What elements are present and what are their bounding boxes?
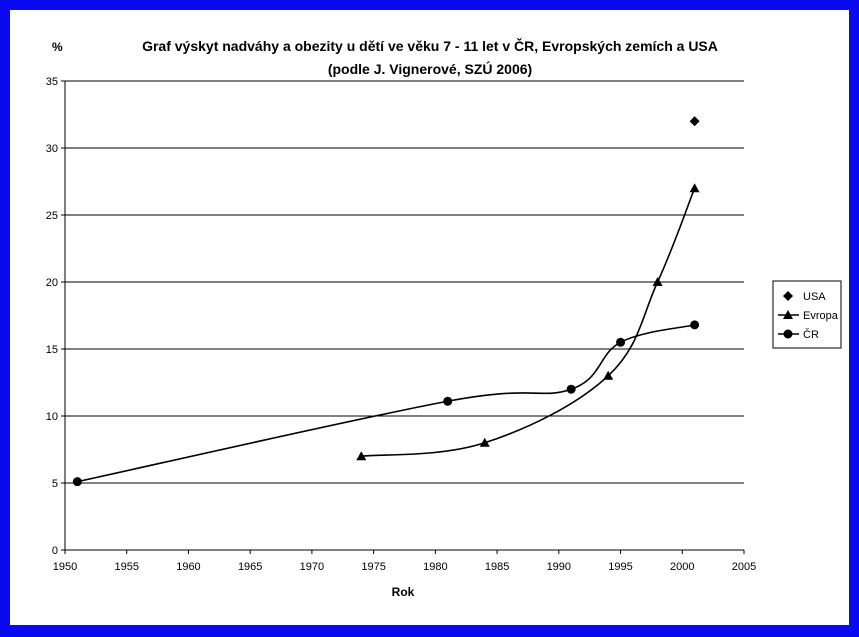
y-tick-label: 30 — [46, 143, 58, 155]
legend-marker-usa — [783, 291, 793, 301]
chart-title: Graf výskyt nadváhy a obezity u dětí ve … — [142, 37, 718, 54]
x-tick-label: 2000 — [670, 561, 694, 573]
y-axis-label: % — [52, 40, 63, 54]
legend-marker--r — [783, 329, 793, 339]
line-chart: % Graf výskyt nadváhy a obezity u dětí v… — [46, 37, 842, 599]
y-tick-label: 20 — [46, 277, 58, 289]
y-tick-labels: 0 5 10 15 20 25 30 35 — [46, 76, 58, 557]
data-point-evropa — [603, 370, 614, 380]
x-tick-label: 1965 — [238, 561, 262, 573]
data-point-evropa — [689, 183, 700, 193]
axes — [61, 80, 745, 554]
y-tick-label: 5 — [52, 478, 58, 490]
y-tick-label: 10 — [46, 411, 58, 423]
gridlines — [65, 80, 744, 484]
data-point--r — [616, 337, 626, 347]
data-point-usa — [689, 116, 700, 127]
data-point-evropa — [479, 437, 490, 447]
x-tick-label: 1975 — [361, 561, 385, 573]
x-tick-label: 1950 — [53, 561, 77, 573]
x-axis-label: Rok — [392, 585, 415, 599]
x-tick-labels: 1950 1955 1960 1965 1970 1975 1980 1985 1990 1995… — [53, 561, 756, 573]
x-tick-label: 1960 — [176, 561, 200, 573]
data-point--r — [566, 384, 576, 394]
chart-subtitle: (podle J. Vignerové, SZÚ 2006) — [328, 60, 532, 77]
data-point--r — [690, 320, 700, 330]
legend: USA Evropa ČR — [772, 280, 842, 349]
x-tick-label: 1970 — [300, 561, 324, 573]
data-point-evropa — [652, 277, 663, 286]
series — [72, 116, 700, 487]
legend-label-evropa: Evropa — [803, 310, 839, 322]
x-tick-label: 1995 — [608, 561, 632, 573]
x-tick-label: 1990 — [547, 561, 571, 573]
x-tick-label: 1955 — [114, 561, 138, 573]
x-tick-label: 2005 — [732, 561, 756, 573]
y-tick-label: 35 — [46, 76, 58, 88]
x-tick-label: 1980 — [423, 561, 447, 573]
data-point-evropa — [356, 451, 367, 461]
y-tick-label: 25 — [46, 210, 58, 222]
series-line--r — [77, 324, 695, 483]
y-tick-label: 0 — [52, 545, 58, 557]
y-tick-label: 15 — [46, 344, 58, 356]
legend-label--r: ČR — [803, 328, 819, 341]
data-point--r — [72, 477, 82, 487]
legend-label-usa: USA — [803, 291, 826, 303]
x-tick-label: 1985 — [485, 561, 509, 573]
chart-frame: % Graf výskyt nadváhy a obezity u dětí v… — [10, 10, 849, 625]
legend-marker-evropa — [783, 310, 793, 319]
data-point--r — [443, 396, 453, 406]
